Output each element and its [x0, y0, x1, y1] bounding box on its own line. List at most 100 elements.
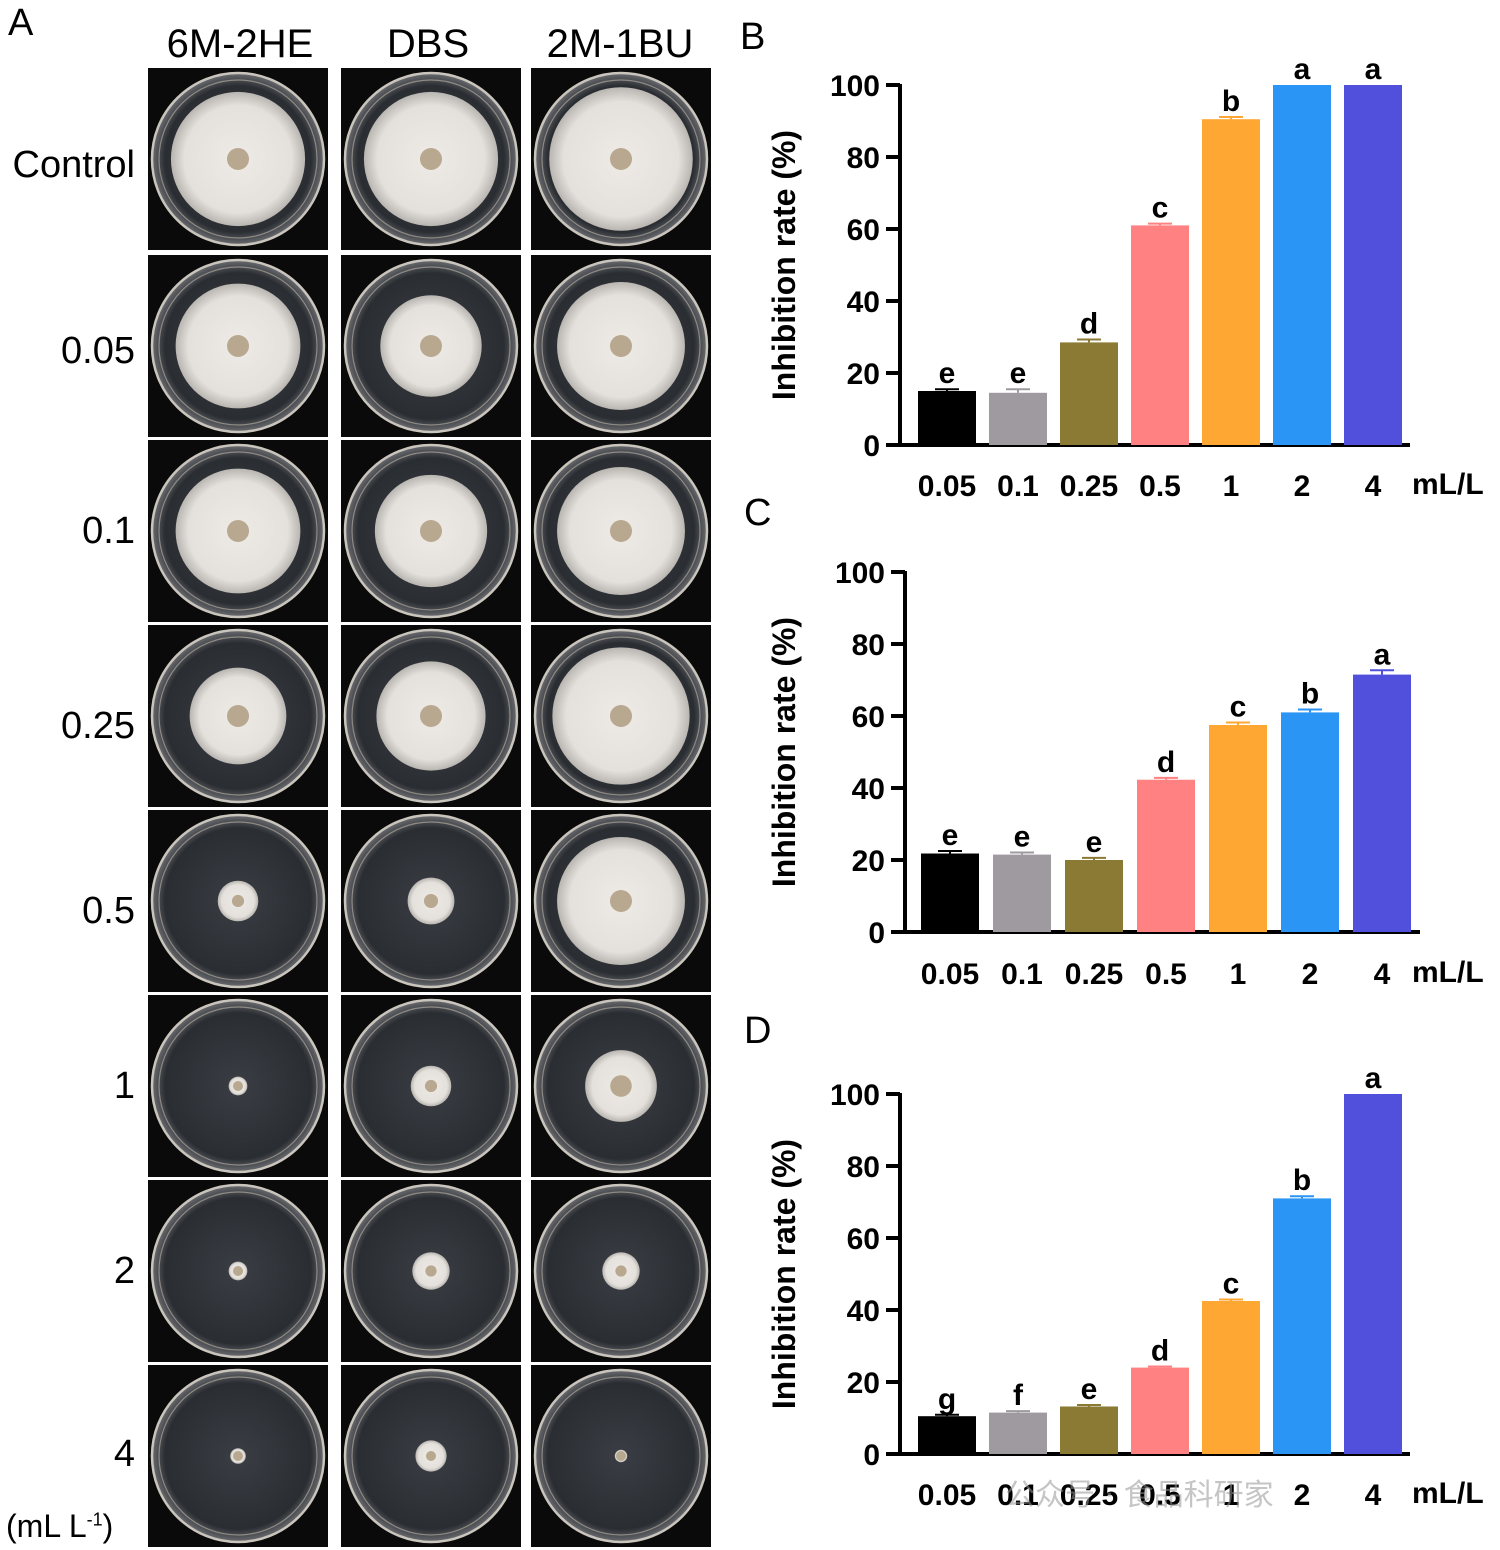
x-tick-label-c-5: 2 — [1302, 958, 1319, 991]
x-tick-label-d-1: 0.1 — [997, 1479, 1039, 1512]
bar-c-0 — [921, 853, 979, 932]
y-tick-label-b-5: 100 — [830, 70, 880, 103]
x-tick-label-b-1: 0.1 — [997, 470, 1039, 503]
x-tick-label-b-6: 4 — [1365, 470, 1382, 503]
x-tick-label-c-1: 0.1 — [1001, 958, 1043, 991]
x-tick-label-c-3: 0.5 — [1145, 958, 1187, 991]
panel-b-letter: B — [740, 16, 766, 58]
bar-b-0 — [918, 391, 976, 445]
y-tick-label-d-2: 40 — [847, 1295, 880, 1328]
x-tick-label-c-2: 0.25 — [1065, 958, 1123, 991]
petri-dish-r7-c2 — [341, 1180, 521, 1362]
significance-letter-c-6: a — [1374, 638, 1391, 671]
significance-letter-d-1: f — [1013, 1379, 1024, 1412]
y-tick-label-b-1: 20 — [847, 358, 880, 391]
petri-dish-r2-c3 — [531, 255, 711, 437]
petri-dish-r8-c1 — [148, 1365, 328, 1547]
watermark-text: 公众号 · 食品科研家 — [1005, 1478, 1274, 1513]
x-tick-label-d-5: 2 — [1294, 1479, 1311, 1512]
significance-letter-c-0: e — [942, 819, 959, 852]
y-tick-label-c-4: 80 — [852, 629, 885, 662]
significance-letter-c-2: e — [1086, 826, 1103, 859]
significance-letter-b-4: b — [1222, 85, 1240, 118]
bar-d-4 — [1202, 1301, 1260, 1454]
significance-letter-b-5: a — [1294, 53, 1311, 86]
y-tick-label-d-0: 0 — [863, 1439, 880, 1472]
petri-dish-r6-c2 — [341, 995, 521, 1177]
bar-c-1 — [993, 854, 1051, 932]
petri-dish-r5-c2 — [341, 810, 521, 992]
bar-d-3 — [1131, 1367, 1189, 1454]
petri-dish-r4-c1 — [148, 625, 328, 807]
x-tick-label-d-3: 0.5 — [1139, 1479, 1181, 1512]
petri-dish-r8-c2 — [341, 1365, 521, 1547]
y-tick-label-c-3: 60 — [852, 701, 885, 734]
petri-dish-r2-c1 — [148, 255, 328, 437]
significance-letter-c-3: d — [1157, 746, 1175, 779]
chart-d: 0 20 40 60 80 100 Inhibition rate (%) g 0.05 f 0.1… — [766, 1062, 1484, 1512]
panel-c-letter: C — [744, 492, 772, 534]
petri-dish-r6-c3 — [531, 995, 711, 1177]
petri-dish-r5-c3 — [531, 810, 711, 992]
x-tick-label-d-2: 0.25 — [1060, 1479, 1118, 1512]
petri-dish-r4-c3 — [531, 625, 711, 807]
y-tick-label-b-2: 40 — [847, 286, 880, 319]
bar-c-3 — [1137, 779, 1195, 932]
significance-letter-d-5: b — [1293, 1164, 1311, 1197]
bar-c-2 — [1065, 860, 1123, 932]
y-axis-label-d: Inhibition rate (%) — [766, 1139, 802, 1409]
x-tick-label-b-5: 2 — [1294, 470, 1311, 503]
bar-c-4 — [1209, 725, 1267, 932]
significance-letter-d-2: e — [1081, 1373, 1098, 1406]
bar-d-1 — [989, 1412, 1047, 1454]
bar-b-4 — [1202, 119, 1260, 445]
unit-superscript: -1 — [86, 1509, 103, 1530]
column-header-dbs: DBS — [386, 22, 470, 66]
row-label-0-1: 0.1 — [82, 510, 135, 552]
petri-dish-r4-c2 — [341, 625, 521, 807]
bar-d-6 — [1344, 1094, 1402, 1454]
x-unit-label-c: mL/L — [1412, 956, 1484, 989]
y-tick-label-d-5: 100 — [830, 1079, 880, 1112]
panel-a-letter: A — [8, 2, 34, 44]
petri-dish-r7-c3 — [531, 1180, 711, 1362]
y-tick-label-c-1: 20 — [852, 845, 885, 878]
x-unit-label-d: mL/L — [1412, 1477, 1484, 1510]
petri-dish-r5-c1 — [148, 810, 328, 992]
x-tick-label-c-4: 1 — [1230, 958, 1247, 991]
petri-dish-r1-c2 — [341, 68, 521, 250]
significance-letter-d-0: g — [938, 1383, 956, 1416]
y-tick-label-b-3: 60 — [847, 214, 880, 247]
y-axis-label-b: Inhibition rate (%) — [766, 130, 802, 400]
bar-c-6 — [1353, 674, 1411, 932]
y-tick-label-c-0: 0 — [868, 917, 885, 950]
bar-b-5 — [1273, 85, 1331, 445]
petri-dish-r3-c2 — [341, 440, 521, 622]
unit-end: ) — [102, 1508, 114, 1544]
significance-letter-b-3: c — [1152, 192, 1169, 225]
bar-b-2 — [1060, 342, 1118, 445]
x-tick-label-b-4: 1 — [1223, 470, 1240, 503]
significance-letter-d-3: d — [1151, 1335, 1169, 1368]
petri-dish-r1-c1 — [148, 68, 328, 250]
significance-letter-c-5: b — [1301, 678, 1319, 711]
concentration-unit-label: (mL L-1) — [6, 1508, 113, 1545]
row-label-0-25: 0.25 — [61, 705, 135, 747]
x-tick-label-c-6: 4 — [1374, 958, 1391, 991]
significance-letter-b-1: e — [1010, 357, 1027, 390]
chart-b: 0 20 40 60 80 100 Inhibition rate (%) e 0.05 e 0.1… — [766, 53, 1484, 503]
x-tick-label-c-0: 0.05 — [921, 958, 979, 991]
significance-letter-d-6: a — [1365, 1062, 1382, 1095]
y-tick-label-c-2: 40 — [852, 773, 885, 806]
row-label-1: 1 — [113, 1065, 135, 1107]
row-label-2: 2 — [113, 1250, 135, 1292]
column-header-6m-2he: 6M-2HE — [166, 22, 314, 66]
petri-dish-r6-c1 — [148, 995, 328, 1177]
petri-dish-r2-c2 — [341, 255, 521, 437]
y-tick-label-d-3: 60 — [847, 1223, 880, 1256]
chart-c: 0 20 40 60 80 100 Inhibition rate (%) e 0.05 e 0.1… — [766, 557, 1484, 991]
bar-d-2 — [1060, 1406, 1118, 1454]
row-label-control: Control — [12, 144, 136, 186]
y-tick-label-b-4: 80 — [847, 142, 880, 175]
